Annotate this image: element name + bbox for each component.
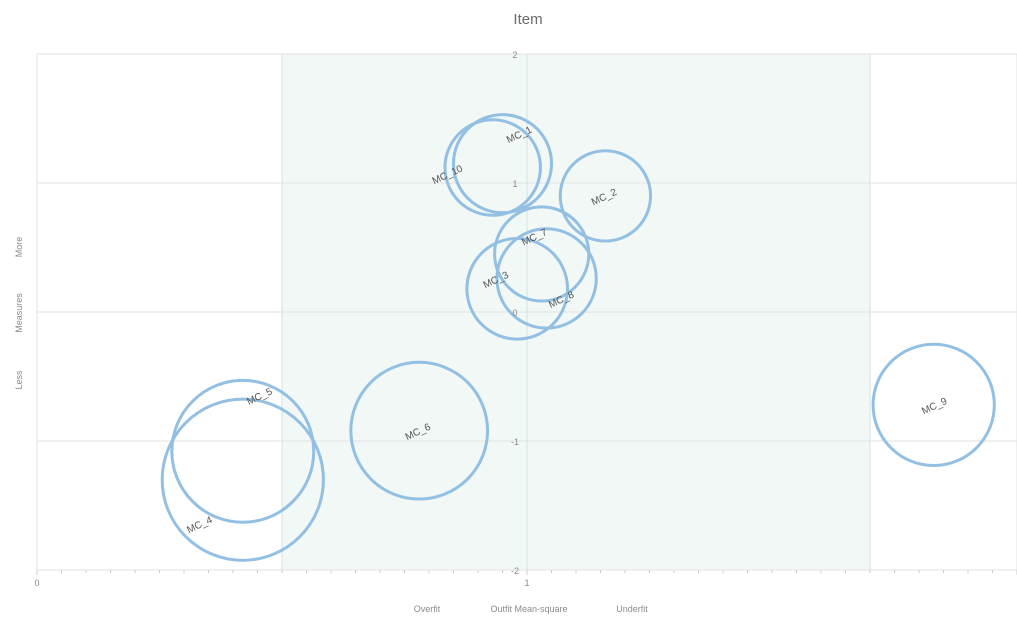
grid-lines [36, 53, 1017, 575]
x-axis-title: Outfit Mean-square [490, 604, 567, 614]
bubble-mc-5 [170, 378, 316, 524]
y-axis-low-label: Less [14, 370, 24, 390]
y-tick-label: -1 [511, 437, 519, 447]
y-tick-label: -2 [511, 566, 519, 576]
x-tick-label: 1 [524, 578, 529, 588]
bubble-mc-10 [443, 118, 542, 217]
y-tick-label: 0 [512, 308, 517, 318]
x-axis-left-label: Overfit [414, 604, 441, 614]
chart-title: Item [513, 11, 542, 28]
bubble-mc-6 [349, 360, 490, 501]
bubble-mc-9 [871, 342, 996, 468]
bubble-mc-8 [495, 227, 598, 330]
y-axis-title: Measures [14, 293, 24, 333]
bubble-mc-2 [558, 149, 653, 243]
bubble-mc-4 [160, 397, 325, 562]
y-tick-label: 1 [512, 179, 517, 189]
x-axis-right-label: Underfit [616, 604, 648, 614]
axis-ticks: 2 1 0 -1 -2 0 1 [34, 50, 529, 588]
bubble-mc-1 [451, 113, 554, 215]
y-axis-high-label: More [14, 237, 24, 258]
y-tick-label: 2 [512, 50, 517, 60]
x-tick-label: 0 [34, 578, 39, 588]
